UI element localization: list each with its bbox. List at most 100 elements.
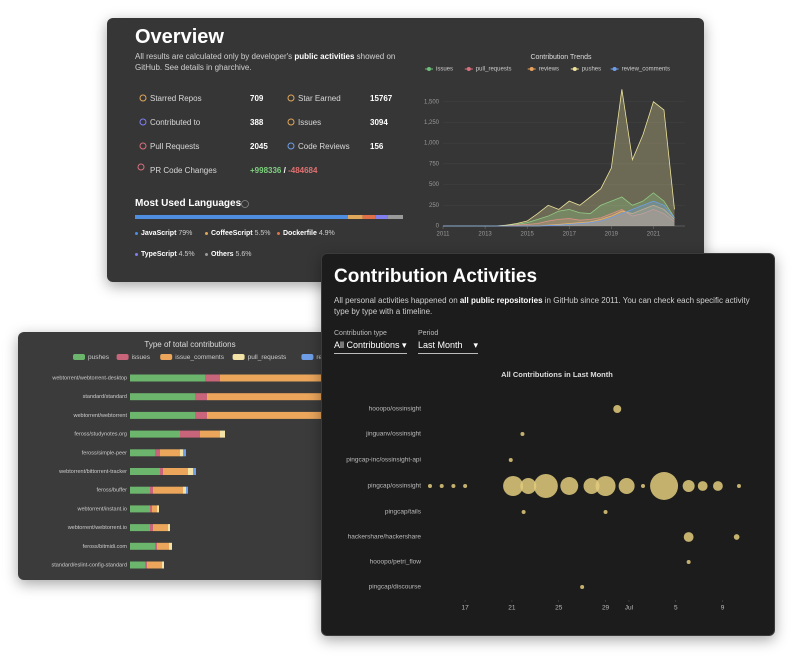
legend-marker (529, 67, 534, 71)
overview-title: Overview (135, 26, 224, 48)
bubble (736, 484, 741, 488)
language-percent: 4.5% (178, 251, 195, 258)
stat-icon (287, 118, 295, 126)
legend-marker (572, 67, 577, 71)
bar-segment (207, 411, 330, 419)
language-segment (375, 215, 388, 219)
language-bar (135, 215, 403, 219)
activities-title: Contribution Activities (334, 266, 538, 287)
y-tick-label: 1,500 (424, 99, 440, 105)
x-tick-label: 2021 (647, 232, 661, 238)
stat-icon (287, 142, 295, 150)
language-segment (362, 215, 376, 219)
type-select[interactable]: All Contributions ▾ (334, 340, 407, 354)
bar-segment (130, 486, 150, 494)
bubble (733, 534, 740, 540)
y-tick-label: webtorrent/bittorrent-tracker (58, 469, 127, 475)
legend-label: issues (436, 67, 453, 73)
bubble (683, 532, 694, 542)
legend-label: pushes (582, 67, 601, 73)
bar-segment (150, 486, 153, 494)
bar-segment (195, 411, 207, 419)
bar-segment (220, 430, 225, 438)
stat-label: Pull Requests (150, 142, 200, 151)
bubble (463, 484, 468, 488)
period-select[interactable]: Last Month ▾ (418, 340, 478, 354)
bar-segment (163, 468, 188, 475)
bubble (521, 510, 526, 514)
deletions: -484684 (288, 166, 318, 175)
language-percent: 5.5% (254, 230, 271, 237)
activities-card: Contribution Activities All personal act… (321, 253, 775, 636)
x-tick-label: 29 (602, 605, 610, 612)
stat-label: Issues (298, 118, 322, 127)
y-tick-label: pingcap/ossinsight (368, 483, 422, 490)
bar-segment (207, 393, 330, 401)
bar-segment (153, 486, 183, 494)
x-tick-label: 2017 (563, 232, 577, 238)
x-tick-label: 2015 (520, 232, 534, 238)
stat-label: Contributed to (150, 118, 201, 127)
y-tick-label: 0 (436, 224, 440, 230)
bar-segment (130, 561, 145, 569)
stat-icon (139, 118, 147, 126)
text: showed on GitHub. See details in gharchi… (135, 52, 396, 72)
legend-marker (612, 67, 617, 71)
icon-shape (287, 142, 295, 150)
bar-segment (160, 468, 163, 475)
y-tick-label: feross/buffer (97, 488, 128, 494)
language-name: JavaScript (141, 230, 177, 237)
language-segment (135, 215, 348, 219)
bar-segment (180, 449, 183, 457)
bar-segment (186, 486, 188, 494)
language-segment (347, 215, 363, 219)
legend-label: issue_comments (175, 354, 225, 361)
y-tick-label: pingcap/tails (385, 509, 422, 516)
type-value[interactable]: All Contributions (334, 340, 400, 350)
series-line (443, 200, 675, 227)
x-tick-label: 25 (555, 605, 563, 612)
y-tick-label: webtorrent/webtorrent.io (67, 525, 127, 531)
period-label: Period (418, 330, 439, 337)
text: public activities (294, 52, 355, 61)
bar-segment (188, 468, 193, 475)
types-chart: Type of total contributions pushes issues i… (51, 340, 330, 569)
stat-icon (139, 94, 147, 102)
bubble (520, 432, 525, 436)
chart-title: All Contributions in Last Month (501, 370, 613, 379)
y-tick-label: 500 (429, 182, 440, 188)
stat-label: PR Code Changes (150, 166, 217, 175)
language-segment (387, 215, 403, 219)
bubble (451, 484, 456, 488)
y-tick-label: 250 (429, 203, 440, 209)
languages-title: Most Used Languages (135, 198, 242, 209)
bar-segment (150, 505, 152, 513)
chart-title: Type of total contributions (144, 340, 235, 349)
bar-segment (130, 542, 155, 550)
bubble (508, 458, 513, 462)
legend-swatch (160, 354, 173, 360)
y-tick-label: feross/bitmidi.com (83, 544, 128, 550)
language-name: CoffeeScript (211, 230, 253, 237)
bar-segment (130, 374, 205, 382)
y-tick-label: 1,250 (424, 120, 440, 126)
legend-label: issues (132, 354, 151, 361)
bubble (697, 481, 708, 491)
bar-segment (168, 524, 170, 532)
icon-shape (139, 142, 147, 150)
bubble (520, 478, 537, 494)
language-dot (205, 252, 208, 256)
stat-label: Code Reviews (298, 142, 350, 151)
bar-segment (200, 430, 220, 438)
language-item: CoffeeScript 5.5% (205, 230, 271, 237)
series-area (443, 205, 675, 226)
legend-label: pushes (88, 354, 110, 361)
legend-marker (466, 67, 471, 71)
bar-segment (145, 561, 147, 569)
bar-segment (153, 524, 168, 532)
series-area (443, 201, 675, 226)
bubble (603, 510, 608, 514)
bubble (533, 474, 558, 498)
period-value[interactable]: Last Month (418, 340, 463, 350)
